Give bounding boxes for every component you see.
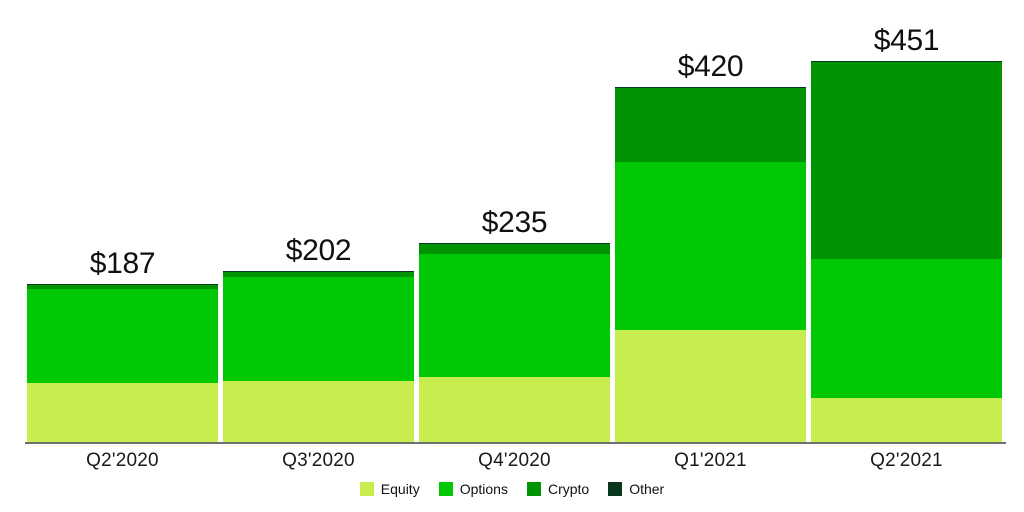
legend-swatch-options — [438, 482, 453, 496]
legend-item-crypto: Crypto — [526, 481, 590, 497]
legend-item-options: Options — [438, 481, 508, 497]
legend-label-other: Other — [629, 481, 665, 497]
legend-item-other: Other — [608, 481, 664, 497]
bar-segment-crypto — [27, 284, 218, 290]
bar-group-q1-2021: $420 — [615, 0, 806, 442]
x-tick-label-q2-2021: Q2'2021 — [870, 450, 943, 471]
bar-group-q2-2020: $187 — [27, 0, 218, 442]
bar-segment-crypto — [419, 244, 610, 255]
legend-swatch-other — [608, 482, 623, 496]
legend-label-options: Options — [459, 481, 508, 497]
bar-segment-equity — [223, 381, 414, 442]
bar-segment-options — [615, 162, 806, 330]
plot-area: $187 $202 $235 $420 $451 — [27, 0, 1002, 442]
bar-segment-equity — [811, 398, 1002, 442]
bar-segment-equity — [615, 329, 806, 442]
bar-segment-crypto — [811, 61, 1002, 259]
legend-label-crypto: Crypto — [547, 481, 590, 497]
legend-swatch-crypto — [526, 482, 541, 496]
bar-group-q4-2020: $235 — [419, 0, 610, 442]
x-tick-label-q4-2020: Q4'2020 — [478, 450, 551, 471]
bar-group-q3-2020: $202 — [223, 0, 414, 442]
bar-segment-options — [811, 258, 1002, 399]
bar-segment-other — [419, 243, 610, 245]
bar-total-label: $187 — [89, 247, 156, 281]
bar-segment-options — [223, 277, 414, 382]
x-tick-label-q3-2020: Q3'2020 — [282, 450, 355, 471]
bar-segment-equity — [419, 376, 610, 442]
bar-segment-equity — [27, 382, 218, 442]
x-tick-label-q1-2021: Q1'2021 — [674, 450, 747, 471]
legend-swatch-equity — [359, 482, 374, 496]
bar-segment-other — [27, 284, 218, 285]
bar-segment-other — [223, 271, 414, 273]
bar-total-label: $235 — [481, 206, 548, 240]
x-axis-ticks: Q2'2020 Q3'2020 Q4'2020 Q1'2021 Q2'2021 — [27, 450, 1002, 472]
bar-segment-options — [419, 254, 610, 377]
x-axis-line — [25, 442, 1006, 444]
bar-total-label: $451 — [873, 23, 940, 57]
bar-segment-crypto — [223, 272, 414, 278]
bar-segment-options — [27, 289, 218, 383]
legend-label-equity: Equity — [380, 481, 420, 497]
bar-total-label: $420 — [677, 50, 744, 84]
x-tick-label-q2-2020: Q2'2020 — [86, 450, 159, 471]
legend-item-equity: Equity — [359, 481, 420, 497]
bar-total-label: $202 — [285, 234, 352, 268]
bar-segment-crypto — [615, 87, 806, 163]
bar-segment-other — [811, 60, 1002, 62]
bar-segment-other — [615, 87, 806, 88]
bar-group-q2-2021: $451 — [811, 0, 1002, 442]
legend: Equity Options Crypto Other — [0, 481, 1024, 497]
